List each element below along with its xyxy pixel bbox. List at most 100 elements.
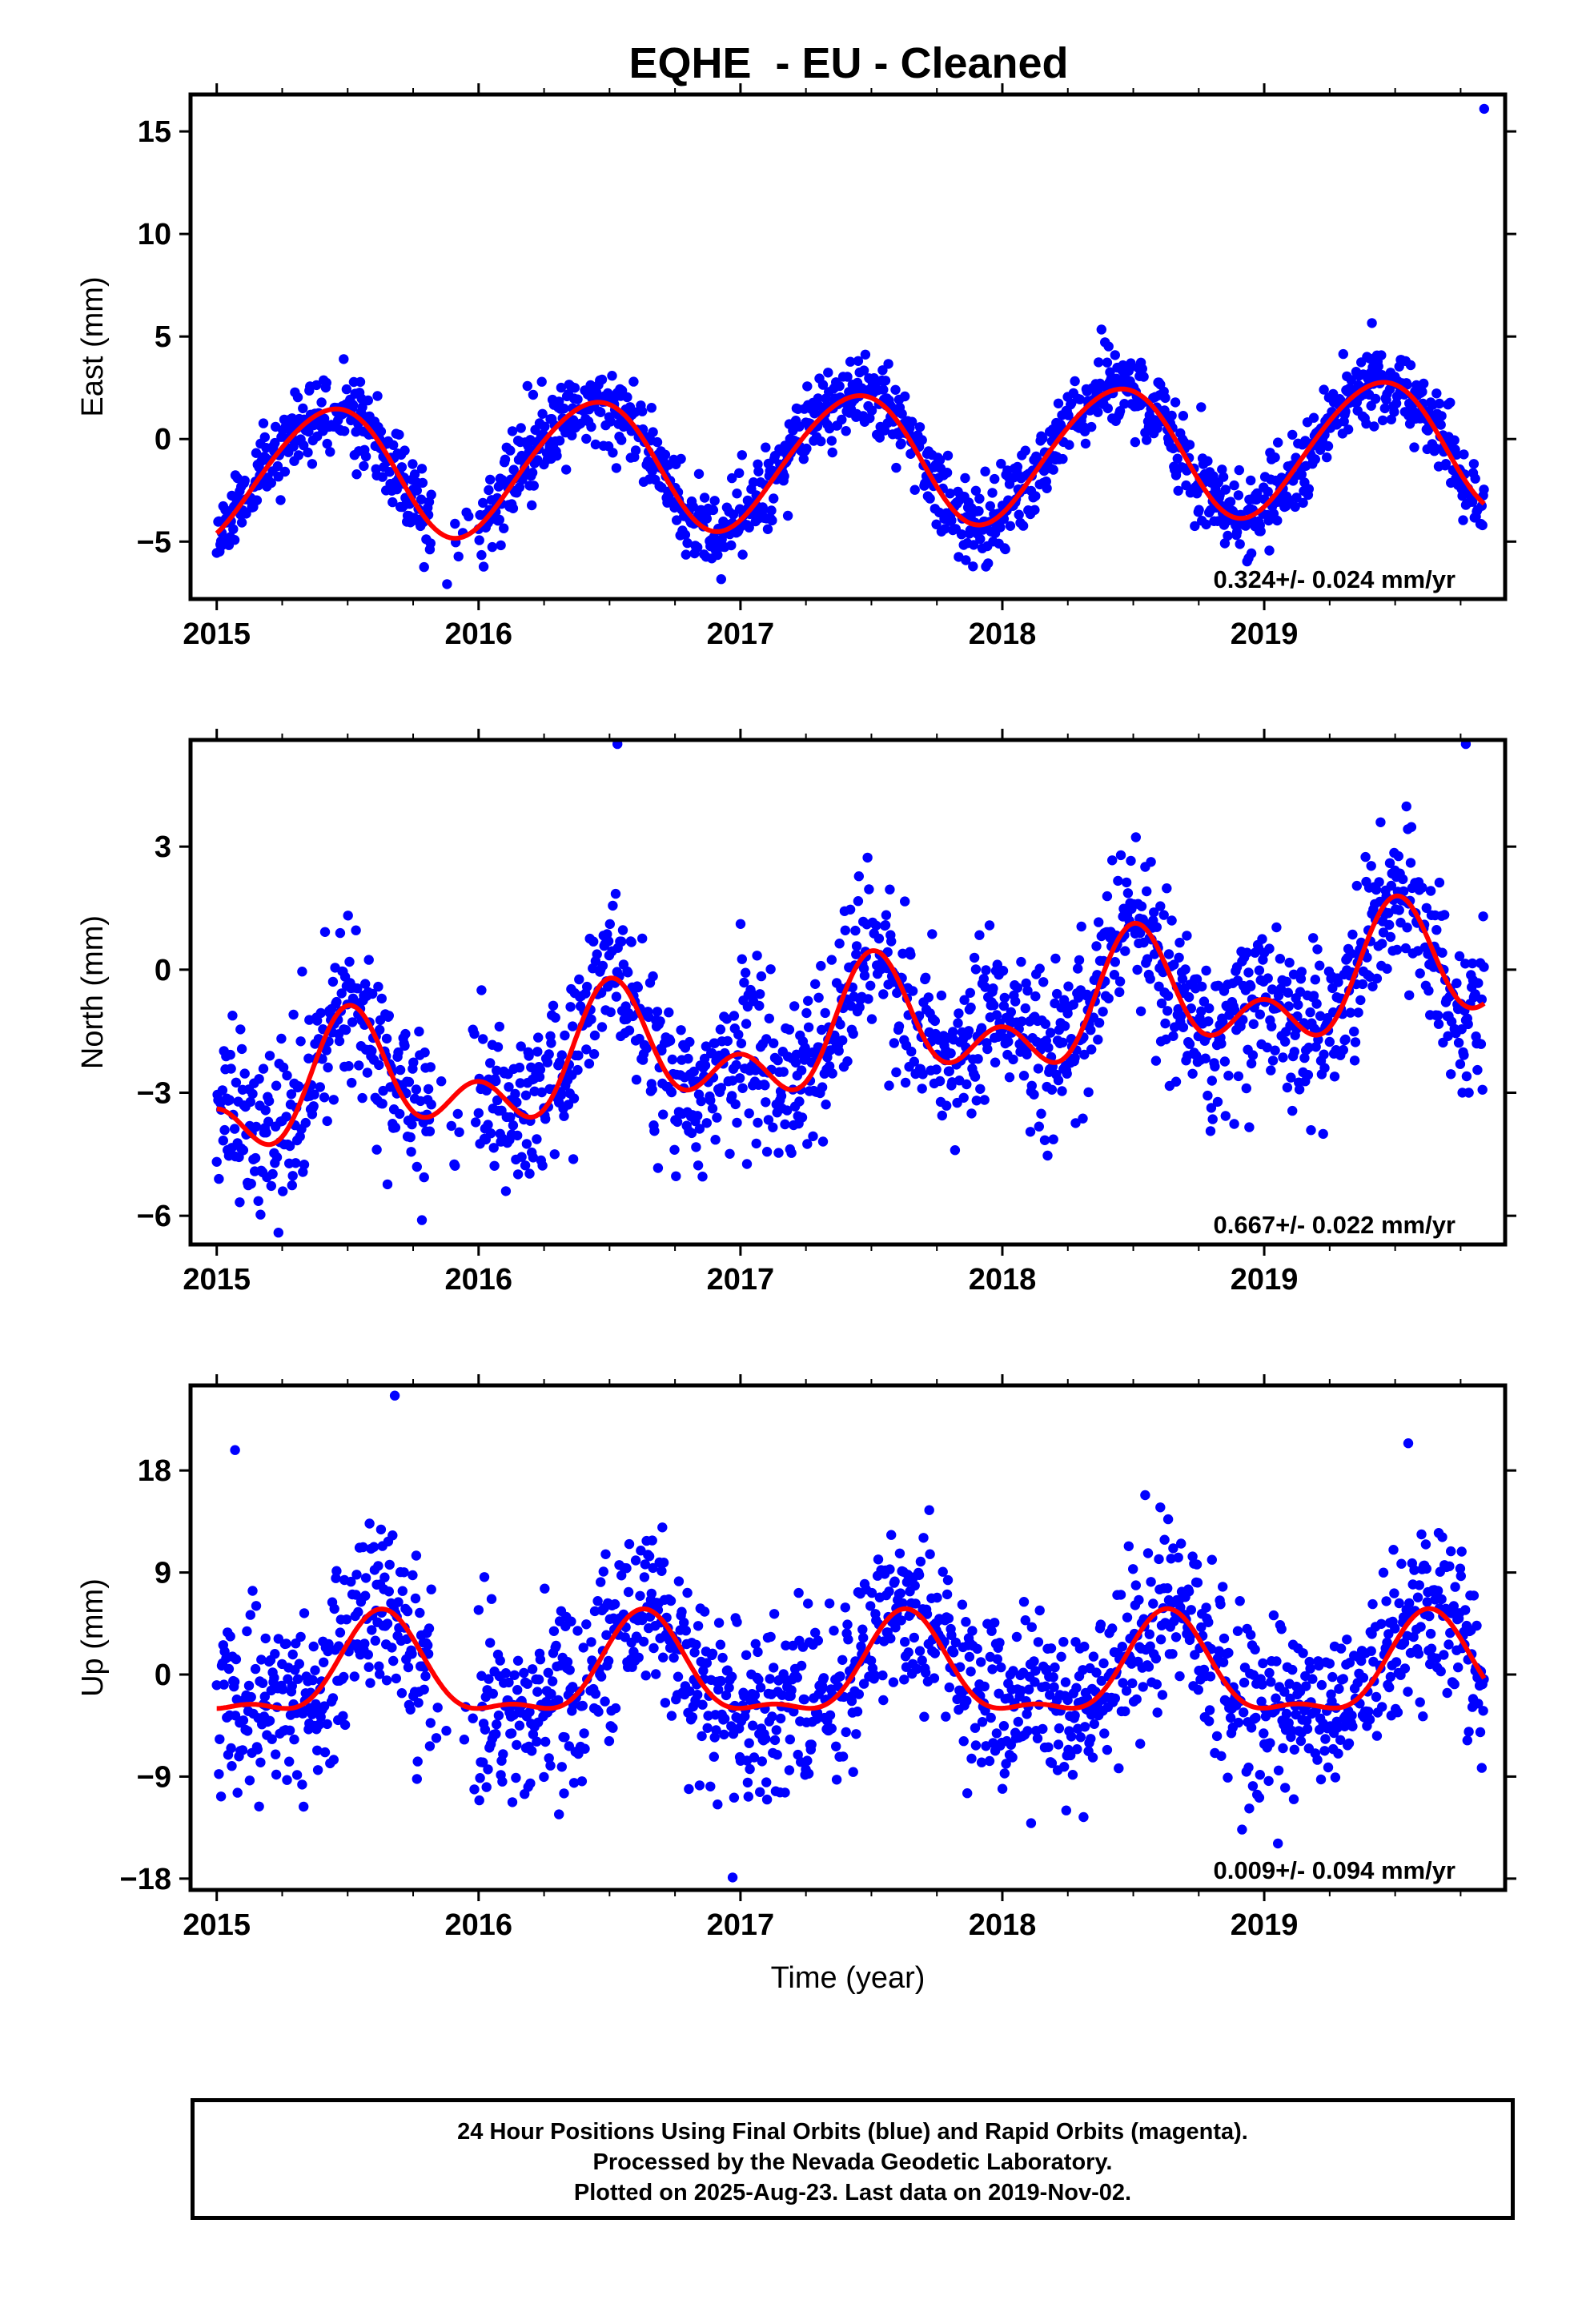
data-point xyxy=(243,1680,255,1691)
data-point xyxy=(527,500,537,511)
data-point xyxy=(648,1562,658,1574)
data-point xyxy=(761,1147,773,1157)
data-point xyxy=(648,1642,659,1654)
data-point xyxy=(915,1556,926,1567)
data-point xyxy=(1271,922,1282,933)
data-point xyxy=(508,1120,519,1131)
data-point xyxy=(1263,1775,1274,1787)
data-point xyxy=(473,1605,484,1615)
data-point xyxy=(1020,1003,1031,1014)
data-point xyxy=(231,1694,242,1705)
data-points xyxy=(211,740,1489,1238)
data-point xyxy=(319,1092,330,1103)
data-point xyxy=(596,1671,607,1682)
data-point xyxy=(287,1180,297,1191)
data-point xyxy=(322,1116,332,1127)
data-point xyxy=(1271,1656,1282,1667)
data-point xyxy=(1415,1622,1426,1632)
data-point xyxy=(488,1688,498,1699)
data-point xyxy=(682,1587,693,1598)
data-point xyxy=(1384,858,1395,869)
data-point xyxy=(796,1660,807,1671)
data-point xyxy=(905,950,916,960)
data-point xyxy=(396,1688,408,1699)
data-point xyxy=(419,1684,429,1695)
data-point xyxy=(881,910,892,920)
data-point xyxy=(1135,927,1146,939)
data-point xyxy=(1054,1723,1065,1734)
data-point xyxy=(1102,891,1113,902)
data-point xyxy=(1126,358,1136,368)
data-point xyxy=(1203,1090,1213,1101)
data-point xyxy=(946,515,957,526)
data-point xyxy=(713,549,723,561)
data-point xyxy=(387,1642,397,1653)
data-point xyxy=(377,472,387,482)
data-point xyxy=(512,1169,524,1180)
data-point xyxy=(608,1723,618,1733)
data-point xyxy=(539,1771,549,1783)
data-point xyxy=(264,1051,275,1061)
data-point xyxy=(969,540,979,550)
y-tick-label: 5 xyxy=(155,320,171,354)
data-point xyxy=(496,540,506,551)
data-point xyxy=(572,1626,583,1636)
data-point xyxy=(491,1729,501,1739)
data-point xyxy=(1356,1655,1367,1667)
data-point xyxy=(316,397,327,408)
data-point xyxy=(755,1683,766,1693)
data-point xyxy=(945,489,955,499)
data-point xyxy=(598,1566,608,1577)
data-point xyxy=(1120,1706,1130,1717)
data-point xyxy=(500,454,511,464)
data-point xyxy=(1303,1070,1314,1080)
x-tick-label: 2017 xyxy=(707,1263,775,1297)
data-point xyxy=(741,1650,752,1660)
data-point xyxy=(271,1749,281,1759)
data-point xyxy=(1270,1045,1280,1055)
data-point xyxy=(1204,1716,1215,1727)
data-point xyxy=(215,1734,225,1744)
data-point xyxy=(1319,1049,1329,1059)
data-point xyxy=(917,1069,928,1080)
data-point xyxy=(1467,958,1478,969)
data-point xyxy=(710,1135,721,1145)
data-point xyxy=(1235,539,1245,549)
data-point xyxy=(1186,1003,1197,1014)
data-point xyxy=(412,1161,422,1172)
data-point xyxy=(1017,1016,1027,1027)
data-point xyxy=(1062,1068,1072,1079)
data-point xyxy=(381,1675,392,1686)
data-point xyxy=(1246,1723,1257,1733)
data-point xyxy=(1229,480,1239,491)
data-point xyxy=(648,427,658,437)
data-point xyxy=(959,995,970,1005)
data-point xyxy=(987,488,998,498)
data-point xyxy=(1374,877,1384,887)
data-point xyxy=(1184,1039,1195,1049)
data-point xyxy=(1183,1586,1195,1597)
data-point xyxy=(709,1751,719,1762)
data-point xyxy=(1074,394,1086,404)
data-point xyxy=(281,1638,291,1649)
data-point xyxy=(1450,1582,1460,1592)
data-point xyxy=(1158,910,1169,920)
data-point xyxy=(319,1747,331,1758)
data-point xyxy=(1406,822,1417,832)
data-point xyxy=(666,1087,677,1098)
data-point xyxy=(1156,998,1167,1009)
data-point xyxy=(1012,461,1023,472)
data-point xyxy=(412,1774,422,1784)
data-point xyxy=(1386,880,1397,891)
data-point xyxy=(1247,1050,1259,1060)
data-point xyxy=(469,1028,480,1039)
data-point xyxy=(1449,1679,1460,1690)
data-point xyxy=(321,1045,331,1055)
data-point xyxy=(717,1652,728,1663)
outlier-point xyxy=(727,1872,738,1883)
data-point xyxy=(1220,1111,1231,1121)
data-point xyxy=(683,1053,693,1064)
data-point xyxy=(762,524,773,534)
data-point xyxy=(1437,947,1447,958)
data-point xyxy=(494,1021,504,1032)
